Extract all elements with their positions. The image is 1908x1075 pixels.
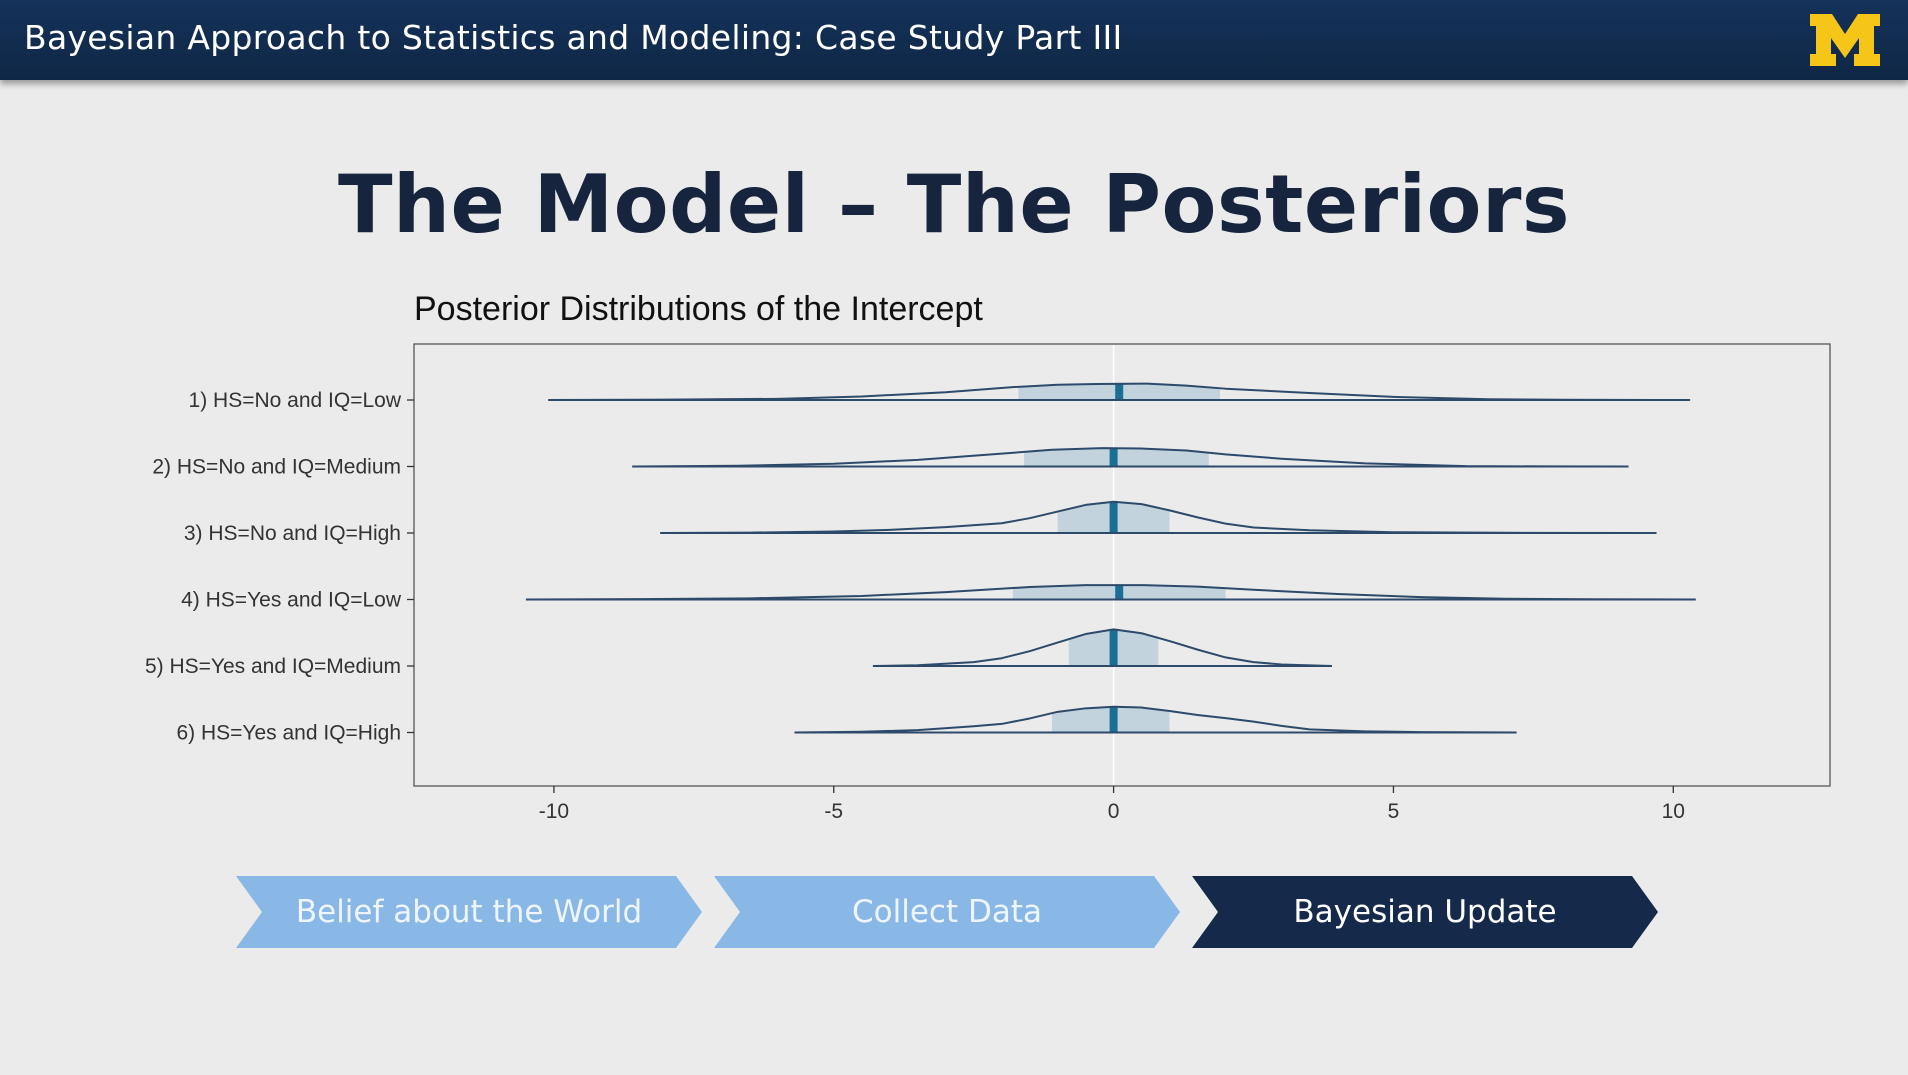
density-curve bbox=[632, 447, 1629, 468]
x-tick-label: -5 bbox=[824, 800, 843, 823]
x-tick-label: 5 bbox=[1388, 800, 1400, 823]
x-tick-label: 0 bbox=[1108, 800, 1120, 823]
step-belief-label: Belief about the World bbox=[295, 894, 643, 930]
median-bar bbox=[1109, 706, 1118, 733]
y-tick-label: 2) HS=No and IQ=Medium bbox=[152, 456, 401, 479]
header-bar: Bayesian Approach to Statistics and Mode… bbox=[0, 0, 1908, 80]
step-collect-data-label: Collect Data bbox=[852, 894, 1042, 930]
y-tick-label: 6) HS=Yes and IQ=High bbox=[176, 722, 401, 745]
density-curve bbox=[525, 584, 1696, 601]
chart-title: Posterior Distributions of the Intercept bbox=[414, 290, 983, 328]
density-curve bbox=[872, 628, 1332, 667]
process-steps: Belief about the World Collect Data Baye… bbox=[0, 876, 1908, 948]
x-tick-label: -10 bbox=[539, 800, 569, 823]
step-bayesian-update: Bayesian Update bbox=[1192, 876, 1658, 948]
university-logo-icon bbox=[1810, 14, 1880, 66]
step-bayesian-update-label: Bayesian Update bbox=[1293, 894, 1557, 930]
median-bar bbox=[1109, 629, 1118, 666]
median-bar bbox=[1109, 501, 1118, 533]
y-tick-label: 3) HS=No and IQ=High bbox=[184, 522, 401, 545]
density-curve bbox=[660, 500, 1657, 534]
step-belief: Belief about the World bbox=[236, 876, 702, 948]
header-title: Bayesian Approach to Statistics and Mode… bbox=[24, 18, 1123, 57]
x-tick-label: 10 bbox=[1662, 800, 1685, 823]
y-tick-label: 4) HS=Yes and IQ=Low bbox=[181, 589, 402, 612]
y-tick-label: 1) HS=No and IQ=Low bbox=[189, 389, 402, 412]
density-curve bbox=[548, 382, 1691, 401]
slide-title: The Model – The Posteriors bbox=[337, 158, 1571, 251]
y-tick-label: 5) HS=Yes and IQ=Medium bbox=[145, 655, 401, 678]
median-bar bbox=[1115, 383, 1124, 400]
density-curve bbox=[794, 705, 1517, 734]
step-collect-data: Collect Data bbox=[714, 876, 1180, 948]
ridgeline-chart: 1) HS=No and IQ=Low 2) HS=No and IQ=Mediu… bbox=[145, 343, 1831, 823]
median-bar bbox=[1109, 448, 1118, 467]
median-bar bbox=[1115, 585, 1124, 600]
